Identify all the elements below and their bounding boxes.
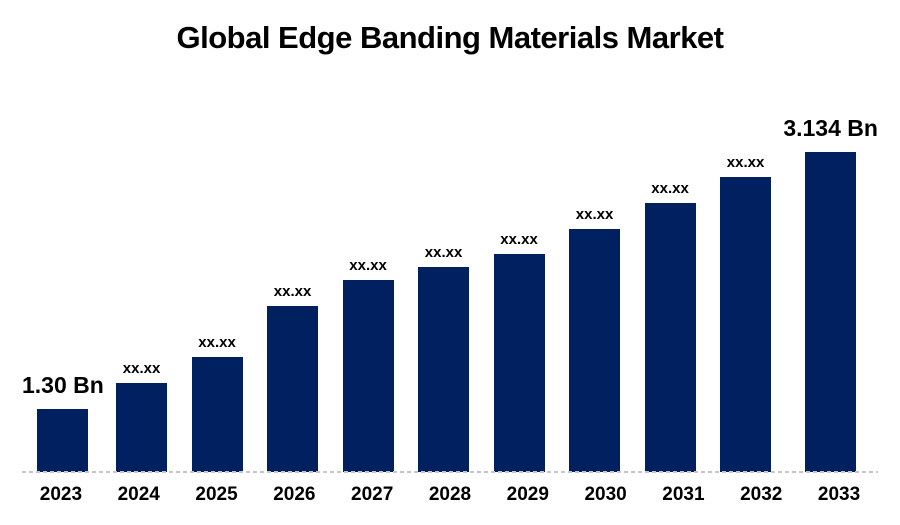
bar-2030: [569, 229, 621, 472]
bar-2023: [37, 409, 89, 472]
bar-2024: [116, 383, 168, 472]
x-axis-tick-label: 2024: [117, 484, 160, 505]
bar-column: xx.xx: [557, 207, 633, 472]
x-axis-tick-label: 2026: [273, 484, 316, 505]
bar-2033: [805, 152, 857, 472]
chart-title: Global Edge Banding Materials Market: [176, 20, 724, 55]
bar-column: xx.xx: [255, 284, 331, 472]
bar-value-label: xx.xx: [273, 283, 312, 300]
x-axis-tick-label: 2033: [817, 484, 861, 505]
bar-value-label: xx.xx: [726, 154, 765, 171]
bar-column: xx.xx: [179, 335, 255, 472]
bar-value-label: xx.xx: [500, 231, 538, 248]
plot-area: 1.30 Bn xx.xx xx.xx xx.xx xx.xx xx.xx xx.xx xx.…: [22, 72, 878, 472]
bar-value-label: xx.xx: [349, 257, 387, 274]
bar-value-label: xx.xx: [575, 206, 614, 223]
bar-column: xx.xx: [481, 232, 557, 472]
bar-2027: [342, 280, 394, 472]
x-axis-tick-label: 2029: [506, 484, 549, 505]
bar-column: xx.xx: [330, 258, 406, 472]
bar-2028: [418, 267, 470, 472]
x-axis-tick-labels: 2023 2024 2025 2026 2027 2028 2029 2030 2031 2032…: [22, 485, 878, 504]
x-axis-tick-label: 2032: [740, 484, 783, 505]
bar-column: 3.134 Bn: [783, 117, 878, 472]
bar-2026: [267, 306, 319, 472]
bar-value-label: xx.xx: [122, 360, 161, 377]
bar-value-label-emphasized: 1.30 Bn: [22, 372, 104, 398]
bar-column: xx.xx: [708, 155, 784, 472]
bar-2032: [720, 177, 772, 472]
bar-column: xx.xx: [632, 181, 708, 472]
bar-value-label: xx.xx: [198, 334, 236, 351]
x-axis-tick-label: 2025: [195, 484, 238, 505]
x-axis-tick-label: 2028: [428, 484, 472, 505]
bar-value-label: xx.xx: [651, 180, 689, 197]
x-axis-line: [22, 471, 878, 473]
bar-value-label: xx.xx: [424, 244, 463, 261]
bar-value-label-emphasized: 3.134 Bn: [783, 115, 878, 141]
bar-column: xx.xx: [406, 245, 482, 472]
x-axis-tick-label: 2027: [351, 484, 394, 505]
bar-2025: [191, 357, 243, 472]
bar-column: xx.xx: [104, 361, 180, 472]
x-axis-tick-label: 2023: [39, 484, 83, 505]
bar-column: 1.30 Bn: [22, 374, 104, 472]
bar-2031: [644, 203, 696, 472]
bar-2029: [493, 254, 545, 472]
x-axis-tick-label: 2031: [662, 484, 705, 505]
x-axis-tick-label: 2030: [584, 484, 627, 505]
